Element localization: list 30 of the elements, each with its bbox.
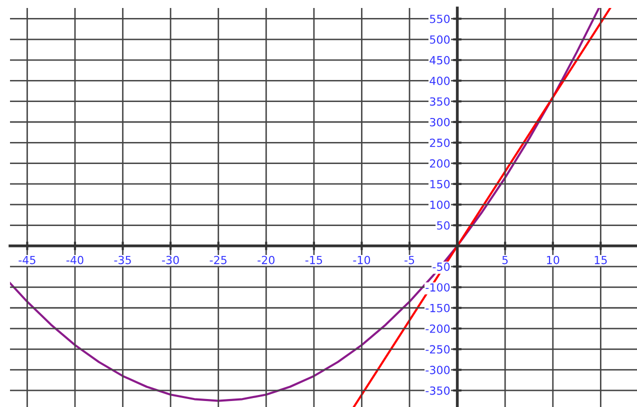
y-tick-label: -250 xyxy=(426,345,450,354)
y-tick-label: 50 xyxy=(437,221,450,230)
x-tick-label: -30 xyxy=(162,256,179,264)
x-tick-label: -45 xyxy=(18,256,36,264)
y-tick-label: -200 xyxy=(426,324,450,333)
y-tick-label: 400 xyxy=(430,76,450,86)
x-tick-label: 5 xyxy=(502,256,508,264)
y-tick-label: -350 xyxy=(426,386,450,395)
x-tick-label: 15 xyxy=(594,256,607,264)
x-tick-label: -40 xyxy=(66,256,84,264)
y-tick-label: -100 xyxy=(426,283,450,292)
y-tick-label: -300 xyxy=(426,366,450,374)
x-tick-label: -5 xyxy=(404,256,414,264)
y-tick-label: 500 xyxy=(430,35,450,44)
y-tick-label: 100 xyxy=(430,200,450,209)
x-tick-label: -20 xyxy=(258,256,274,264)
x-tick-label: -10 xyxy=(353,256,370,264)
y-tick-label: 250 xyxy=(430,138,450,148)
x-tick-label: 10 xyxy=(547,256,560,264)
x-tick-label: -15 xyxy=(305,256,322,264)
x-tick-label: -35 xyxy=(114,256,131,264)
y-tick-label: 550 xyxy=(430,14,450,24)
y-tick-label: 300 xyxy=(430,118,450,126)
y-tick-label: 350 xyxy=(430,97,450,106)
y-tick-label: 150 xyxy=(430,180,450,188)
y-tick-label: 450 xyxy=(430,56,450,64)
x-tick-label: -25 xyxy=(210,256,226,264)
y-tick-label: 200 xyxy=(430,159,450,168)
y-tick-label: -150 xyxy=(426,304,450,312)
y-tick-label: -50 xyxy=(432,262,450,271)
